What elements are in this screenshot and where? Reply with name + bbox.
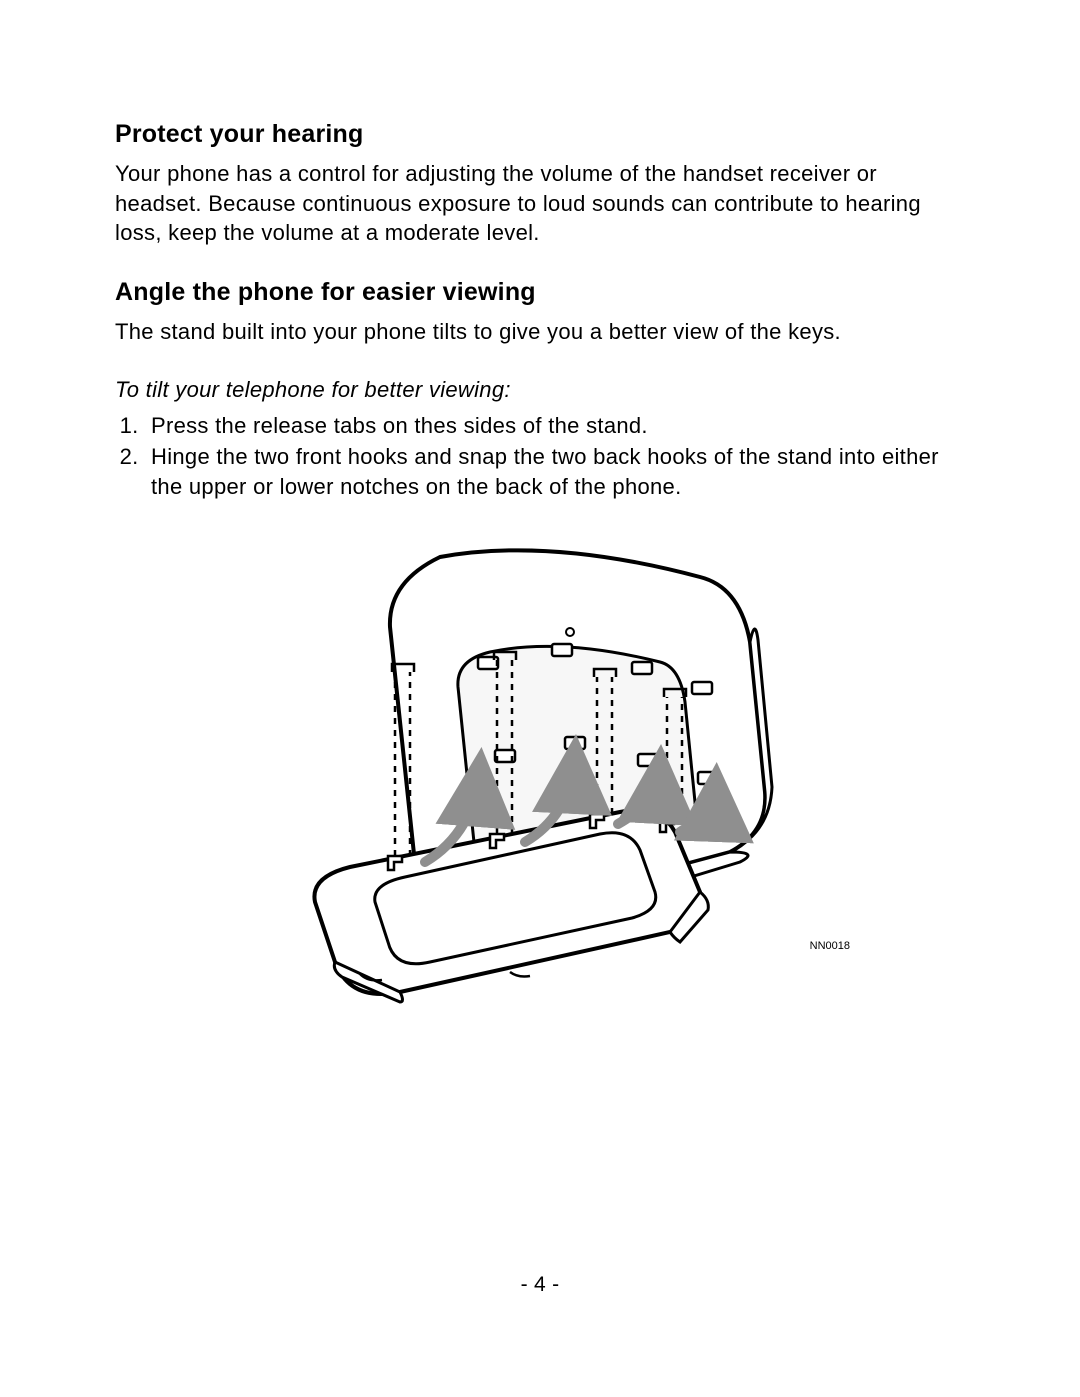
subheading-tilt: To tilt your telephone for better viewin… [115, 377, 965, 403]
step-item: Press the release tabs on thes sides of … [145, 411, 965, 441]
paragraph-angle-phone: The stand built into your phone tilts to… [115, 317, 965, 347]
figure-label: NN0018 [810, 940, 850, 952]
page-number: - 4 - [0, 1273, 1080, 1297]
steps-list: Press the release tabs on thes sides of … [115, 411, 965, 502]
paragraph-protect-hearing: Your phone has a control for adjusting t… [115, 159, 965, 248]
heading-angle-phone: Angle the phone for easier viewing [115, 278, 965, 307]
heading-protect-hearing: Protect your hearing [115, 120, 965, 149]
phone-stand-diagram: NN0018 [260, 532, 820, 1012]
document-page: Protect your hearing Your phone has a co… [0, 0, 1080, 1397]
step-item: Hinge the two front hooks and snap the t… [145, 442, 965, 501]
figure-container: NN0018 [115, 532, 965, 1017]
